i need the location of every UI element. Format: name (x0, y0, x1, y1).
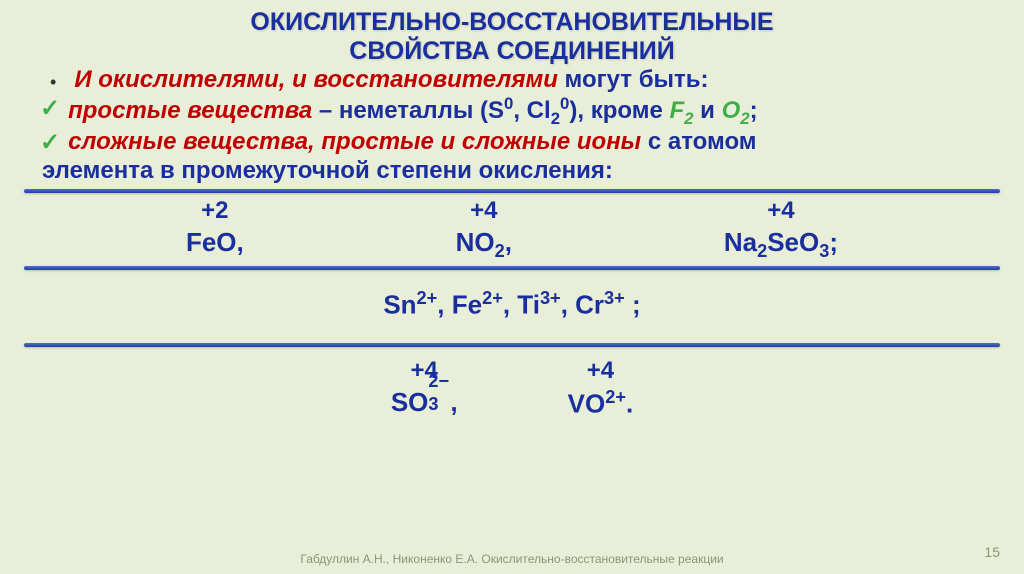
divider (24, 343, 1000, 347)
b1-g2s: 2 (740, 108, 749, 127)
b2-red: сложные вещества, простые и сложные ионы (68, 128, 641, 155)
intro-red: И окислителями, и восстановителями (74, 66, 558, 93)
b1-ssup: 0 (504, 94, 513, 113)
formula-2: NO2, (456, 227, 512, 262)
check-icon: ✓ (40, 128, 60, 157)
check-icon: ✓ (40, 94, 60, 123)
ox-3: +4 (724, 197, 838, 225)
ox-b2: +4 (568, 357, 634, 385)
b1-and: и (694, 97, 722, 124)
b1-g1s: 2 (684, 108, 693, 127)
bullet1-row: ✓ простые вещества – неметаллы (S0, Cl20… (20, 94, 1004, 129)
title-line1: ОКИСЛИТЕЛЬНО-ВОССТАНОВИТЕЛЬНЫЕ (0, 8, 1024, 37)
ox-1: +2 (186, 197, 244, 225)
formula-3: Na2SeO3; (724, 227, 838, 262)
b1-cl: , Cl (513, 97, 550, 124)
ox-2: +4 (456, 197, 512, 225)
b1-g1: F (670, 97, 685, 124)
b1-clsub: 2 (551, 108, 560, 127)
b1-close: ), кроме (569, 97, 669, 124)
page-number: 15 (984, 544, 1000, 560)
formula-b2: VO2+. (568, 387, 634, 420)
b1-g2: O (722, 97, 741, 124)
formula-1: FeO, (186, 227, 244, 258)
chem-row-3: +4 SO2−3, +4 VO2+. (0, 357, 1024, 420)
formula-b1: SO2−3, (391, 387, 458, 418)
b2-rest1: с атомом (641, 128, 756, 155)
bullet2-row: ✓ сложные вещества, простые и сложные ио… (20, 128, 1004, 157)
divider (24, 266, 1000, 270)
ions-row: Sn2+, Fe2+, Ti3+, Cr3+ ; (0, 274, 1024, 339)
intro-row: • И окислителями, и восстановителями мог… (20, 66, 1004, 94)
bullet-dot: • (50, 72, 56, 93)
divider (24, 189, 1000, 193)
title-line2: СВОЙСТВА СОЕДИНЕНИЙ (0, 37, 1024, 66)
b1-semi: ; (750, 97, 758, 124)
b1-clsup: 0 (560, 94, 569, 113)
intro-rest: могут быть: (558, 66, 709, 93)
b1-dash: – неметаллы (S (312, 97, 504, 124)
footer-credit: Габдуллин А.Н., Никоненко Е.А. Окислител… (0, 552, 1024, 566)
b2-rest2: элемента в промежуточной степени окислен… (42, 157, 613, 184)
chem-row-1: +2 FeO, +4 NO2, +4 Na2SeO3; (0, 197, 1024, 262)
b1-red: простые вещества (68, 97, 312, 124)
